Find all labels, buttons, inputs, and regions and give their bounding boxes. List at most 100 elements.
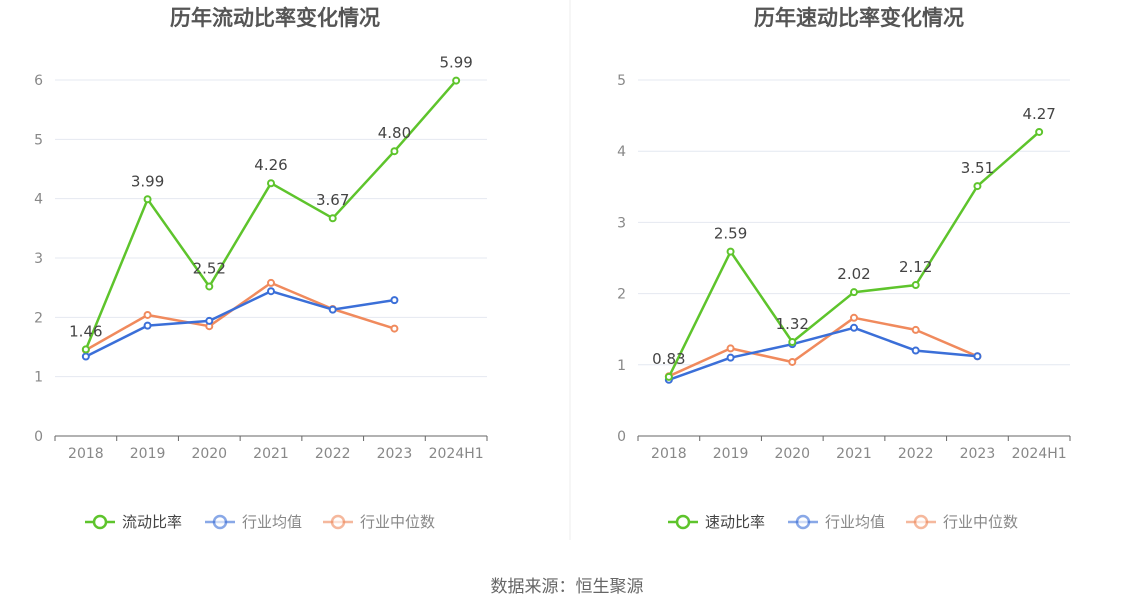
- x-tick-label: 2021: [253, 446, 289, 462]
- series-line: [85, 281, 395, 352]
- legend-marker-icon: [330, 514, 346, 530]
- data-point[interactable]: [726, 247, 735, 256]
- chart-title: 历年流动比率变化情况: [170, 6, 380, 30]
- y-tick-label: 1: [617, 358, 626, 374]
- y-tick-label: 6: [34, 73, 43, 89]
- data-point[interactable]: [850, 288, 858, 297]
- data-point[interactable]: [850, 313, 858, 322]
- x-tick-label: 2020: [774, 446, 810, 462]
- data-point[interactable]: [390, 324, 399, 333]
- data-point[interactable]: [328, 305, 337, 314]
- data-point[interactable]: [973, 352, 982, 361]
- data-point[interactable]: [205, 282, 214, 291]
- x-tick-label: 2024H1: [429, 446, 484, 462]
- data-point[interactable]: [911, 346, 920, 355]
- data-point[interactable]: [143, 310, 152, 319]
- y-tick-label: 5: [34, 132, 43, 148]
- legend-marker-icon: [913, 514, 929, 530]
- legend-item[interactable]: 行业中位数: [906, 513, 1018, 531]
- y-tick-label: 3: [617, 215, 626, 231]
- x-tick-label: 2020: [191, 446, 227, 462]
- data-point[interactable]: [143, 321, 152, 330]
- legend-item[interactable]: 流动比率: [85, 513, 182, 531]
- legend-label: 行业均值: [242, 513, 302, 531]
- y-tick-label: 5: [617, 73, 626, 89]
- data-label: 3.67: [316, 191, 349, 209]
- data-label: 4.26: [254, 156, 287, 174]
- data-point[interactable]: [267, 287, 275, 296]
- data-point[interactable]: [143, 195, 152, 204]
- data-label: 5.99: [439, 54, 472, 72]
- x-tick-label: 2023: [377, 446, 413, 462]
- data-label: 4.80: [378, 124, 411, 142]
- x-tick-label: 2024H1: [1012, 446, 1067, 462]
- legend-label: 行业中位数: [943, 513, 1018, 531]
- data-label: 2.59: [714, 225, 747, 243]
- series-line: [85, 289, 395, 358]
- data-point[interactable]: [390, 147, 399, 156]
- chart-title: 历年速动比率变化情况: [754, 6, 964, 30]
- y-tick-label: 3: [34, 251, 43, 267]
- legend-label: 流动比率: [122, 513, 182, 531]
- x-tick-label: 2022: [898, 446, 934, 462]
- x-tick-label: 2018: [651, 446, 687, 462]
- legend-item[interactable]: 行业均值: [205, 513, 302, 531]
- data-label: 2.52: [193, 259, 226, 277]
- current-ratio-chart: 历年流动比率变化情况 0 1 2 3 4 5 6 2018 2019 2020 2021 2022 20…: [34, 6, 488, 531]
- data-source-note: 数据来源：恒生聚源: [490, 577, 644, 597]
- data-point[interactable]: [911, 281, 920, 290]
- data-point[interactable]: [452, 76, 461, 85]
- data-label: 1.32: [776, 315, 809, 333]
- x-tick-label: 2021: [836, 446, 872, 462]
- data-point[interactable]: [726, 344, 735, 353]
- legend-item[interactable]: 行业中位数: [323, 513, 435, 531]
- legend: 速动比率 行业均值 行业中位数: [668, 513, 1018, 531]
- data-point[interactable]: [850, 323, 858, 332]
- data-point[interactable]: [267, 278, 275, 287]
- legend-marker-icon: [212, 514, 228, 530]
- y-tick-label: 4: [617, 144, 626, 160]
- data-label: 2.02: [837, 265, 870, 283]
- data-label: 4.27: [1022, 105, 1055, 123]
- legend-item[interactable]: 速动比率: [668, 513, 765, 531]
- series-line: [84, 79, 458, 350]
- data-point[interactable]: [1035, 127, 1044, 136]
- data-point[interactable]: [973, 182, 982, 191]
- y-tick-label: 4: [34, 192, 43, 208]
- data-label: 3.99: [131, 172, 164, 190]
- data-point[interactable]: [328, 214, 337, 223]
- y-tick-label: 0: [34, 429, 43, 445]
- legend-item[interactable]: 行业均值: [788, 513, 885, 531]
- y-tick-label: 2: [617, 287, 626, 303]
- data-label: 1.46: [69, 322, 102, 340]
- data-label: 3.51: [961, 159, 994, 177]
- x-tick-label: 2019: [130, 446, 166, 462]
- y-tick-label: 2: [34, 310, 43, 326]
- series-line: [668, 326, 978, 381]
- legend-label: 行业中位数: [360, 513, 435, 531]
- data-point[interactable]: [267, 179, 275, 188]
- series-line: [668, 316, 978, 378]
- data-point[interactable]: [726, 353, 735, 362]
- data-point[interactable]: [81, 345, 90, 354]
- data-point[interactable]: [390, 296, 399, 305]
- data-label: 0.83: [652, 350, 685, 368]
- x-tick-label: 2019: [713, 446, 749, 462]
- legend: 流动比率 行业均值 行业中位数: [85, 513, 435, 531]
- data-point[interactable]: [788, 357, 797, 366]
- y-tick-label: 0: [617, 429, 626, 445]
- data-point[interactable]: [664, 372, 673, 381]
- x-tick-label: 2018: [68, 446, 104, 462]
- y-tick-label: 1: [34, 370, 43, 386]
- data-point[interactable]: [788, 338, 797, 347]
- x-tick-label: 2023: [960, 446, 996, 462]
- data-point[interactable]: [911, 325, 920, 334]
- legend-marker-icon: [92, 514, 108, 530]
- data-point[interactable]: [81, 352, 90, 361]
- legend-marker-icon: [675, 514, 691, 530]
- data-point[interactable]: [205, 316, 214, 325]
- legend-label: 速动比率: [705, 513, 765, 531]
- legend-marker-icon: [795, 514, 811, 530]
- data-label: 2.12: [899, 258, 932, 276]
